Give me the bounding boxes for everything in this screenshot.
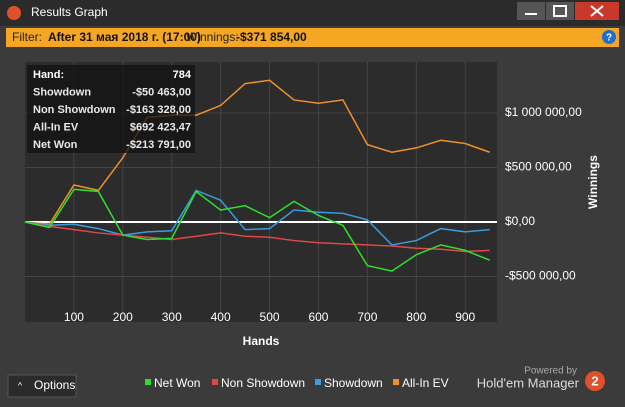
summary-value: -$163 328,00 xyxy=(126,104,191,116)
summary-label: Non Showdown xyxy=(33,104,116,116)
legend-label: All-In EV xyxy=(402,376,449,390)
winnings-label: Winnings: xyxy=(186,30,239,44)
x-tick-label: 200 xyxy=(113,310,133,324)
help-button[interactable] xyxy=(602,30,616,44)
legend-swatch xyxy=(145,379,151,385)
close-icon xyxy=(590,5,604,17)
options-caret: ^ xyxy=(18,380,23,390)
x-tick-label: 400 xyxy=(211,310,231,324)
brand-logo-text: 2 xyxy=(591,373,598,388)
x-tick-label: 800 xyxy=(406,310,426,324)
help-icon: ? xyxy=(606,33,612,44)
x-tick-label: 700 xyxy=(357,310,377,324)
y-axis-title: Winnings xyxy=(586,155,600,209)
y-tick-label: -$500 000,00 xyxy=(505,269,576,283)
x-axis-title: Hands xyxy=(243,334,280,348)
winnings-value: -$371 854,00 xyxy=(236,30,307,44)
y-tick-label: $500 000,00 xyxy=(505,160,572,174)
y-tick-label: $0,00 xyxy=(505,214,535,228)
series-line xyxy=(24,188,490,272)
window-title: Results Graph xyxy=(31,5,108,19)
summary-label: All-In EV xyxy=(33,121,79,133)
legend-label: Non Showdown xyxy=(221,376,305,390)
filter-label: Filter: xyxy=(12,30,42,44)
summary-box xyxy=(27,65,195,153)
summary-value: -$213 791,00 xyxy=(126,139,191,151)
maximize-icon xyxy=(553,5,567,17)
series-line xyxy=(24,189,490,246)
summary-value: $692 423,47 xyxy=(130,121,191,133)
x-tick-label: 600 xyxy=(308,310,328,324)
options-button[interactable] xyxy=(7,374,77,398)
powered-by: Powered by xyxy=(524,366,577,377)
legend-label: Net Won xyxy=(154,376,200,390)
summary-value: 784 xyxy=(173,69,192,81)
summary-label: Net Won xyxy=(33,139,78,151)
series-line xyxy=(24,221,490,253)
legend: Net Won Non Showdown Showdown All-In EV xyxy=(145,376,449,390)
legend-swatch xyxy=(393,379,399,385)
y-tick-label: $1 000 000,00 xyxy=(505,105,582,119)
brand: Hold'em Manager xyxy=(477,375,580,390)
series-line xyxy=(24,79,490,226)
options-label: Options xyxy=(34,378,75,392)
filter-bar xyxy=(6,28,619,47)
app-icon xyxy=(7,6,21,20)
x-tick-label: 500 xyxy=(260,310,280,324)
summary-label: Hand: xyxy=(33,69,64,81)
summary-value: -$50 463,00 xyxy=(132,86,191,98)
brand-logo xyxy=(585,371,605,391)
x-tick-label: 100 xyxy=(64,310,84,324)
minimize-button[interactable] xyxy=(517,2,545,20)
legend-label: Showdown xyxy=(324,376,383,390)
x-tick-label: 300 xyxy=(162,310,182,324)
filter-text: After 31 мая 2018 г. (17:00) xyxy=(48,30,201,44)
maximize-button[interactable] xyxy=(546,2,574,20)
summary-label: Showdown xyxy=(33,86,91,98)
legend-swatch xyxy=(212,379,218,385)
legend-swatch xyxy=(315,379,321,385)
x-tick-label: 900 xyxy=(455,310,475,324)
